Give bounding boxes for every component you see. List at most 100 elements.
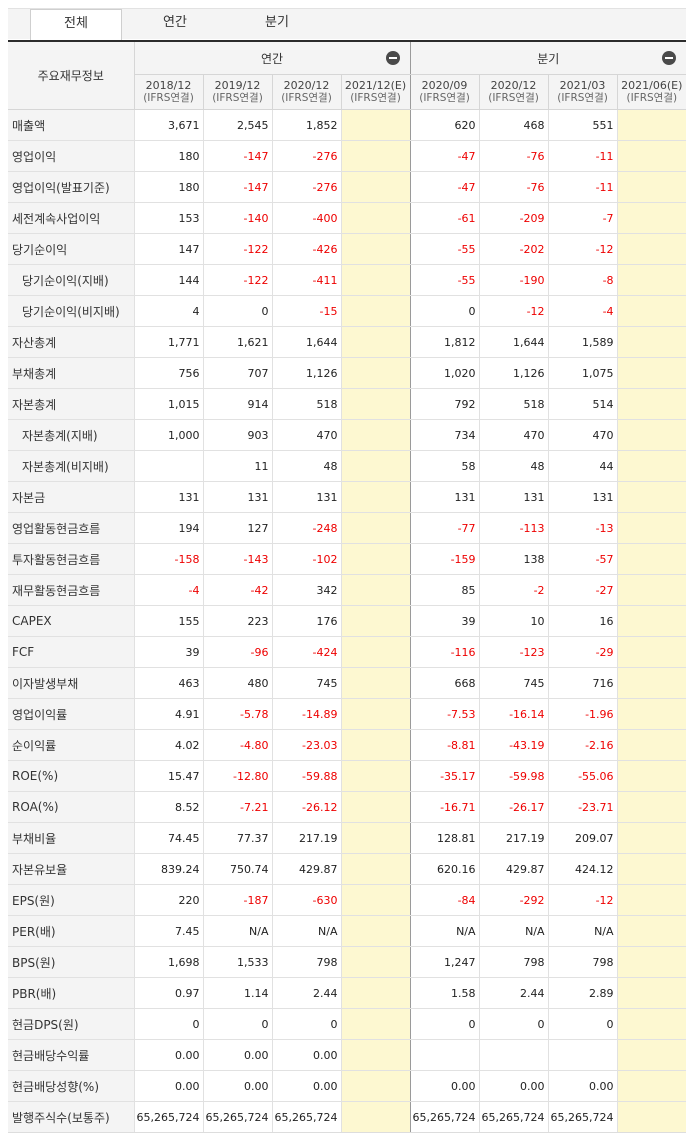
tab-quarterly[interactable]: 분기 bbox=[265, 15, 289, 30]
table-cell: -16.71 bbox=[409, 791, 480, 823]
row-label[interactable]: 부채총계 bbox=[8, 357, 134, 389]
table-cell: 4 bbox=[133, 295, 203, 327]
row-label[interactable]: 영업활동현금흐름 bbox=[8, 512, 134, 544]
row-label[interactable]: 발행주식수(보통주) bbox=[8, 1101, 134, 1133]
row-label[interactable]: 현금배당성향(%) bbox=[8, 1070, 134, 1102]
row-label[interactable]: FCF bbox=[8, 636, 134, 668]
table-cell: 468 bbox=[478, 109, 549, 141]
table-cell: -159 bbox=[409, 543, 480, 575]
row-label[interactable]: 자본유보율 bbox=[8, 853, 134, 885]
row-label[interactable]: 자산총계 bbox=[8, 326, 134, 358]
row-label[interactable]: 영업이익률 bbox=[8, 698, 134, 730]
table-cell: 2.44 bbox=[478, 977, 549, 1009]
table-cell: 0 bbox=[271, 1008, 341, 1040]
table-cell bbox=[340, 388, 411, 420]
tab-all[interactable]: 전체 bbox=[30, 9, 122, 40]
table-cell bbox=[133, 450, 203, 482]
row-label[interactable]: 당기순이익 bbox=[8, 233, 134, 265]
table-cell bbox=[340, 171, 411, 203]
row-label[interactable]: EPS(원) bbox=[8, 884, 134, 916]
table-cell: -15 bbox=[271, 295, 341, 327]
table-cell: -7 bbox=[547, 202, 618, 234]
table-cell: -4 bbox=[547, 295, 618, 327]
row-label[interactable]: 영업이익 bbox=[8, 140, 134, 172]
row-label[interactable]: 당기순이익(비지배) bbox=[8, 295, 134, 327]
row-label[interactable]: 투자활동현금흐름 bbox=[8, 543, 134, 575]
quarterly-group-label: 분기 bbox=[537, 51, 560, 66]
table-cell: -1.96 bbox=[547, 698, 618, 730]
table-cell: 48 bbox=[271, 450, 341, 482]
table-row: 발행주식수(보통주) 65,265,724 65,265,724 65,265,724… bbox=[8, 1101, 687, 1133]
collapse-quarterly-icon[interactable] bbox=[662, 51, 677, 65]
row-label[interactable]: 당기순이익(지배) bbox=[8, 264, 134, 296]
table-cell: 0 bbox=[547, 1008, 618, 1040]
table-cell bbox=[616, 946, 687, 978]
table-row: 영업활동현금흐름 194 127 -248 -77 -113 -13 bbox=[8, 512, 687, 544]
row-label[interactable]: BPS(원) bbox=[8, 946, 134, 978]
table-cell: -12.80 bbox=[202, 760, 272, 792]
table-cell bbox=[616, 1008, 687, 1040]
table-cell: 0 bbox=[202, 295, 272, 327]
row-label[interactable]: 자본총계 bbox=[8, 388, 134, 420]
table-cell: -76 bbox=[478, 171, 549, 203]
table-cell: -4.80 bbox=[202, 729, 272, 761]
table-cell: 745 bbox=[478, 667, 549, 699]
row-label[interactable]: 현금배당수익률 bbox=[8, 1039, 134, 1071]
table-row: 당기순이익 147 -122 -426 -55 -202 -12 bbox=[8, 233, 687, 265]
table-cell: 1.58 bbox=[409, 977, 480, 1009]
table-cell: -2.16 bbox=[547, 729, 618, 761]
table-cell bbox=[616, 419, 687, 451]
table-cell: 131 bbox=[478, 481, 549, 513]
table-cell bbox=[616, 605, 687, 637]
row-label[interactable]: 자본총계(지배) bbox=[8, 419, 134, 451]
table-cell: -147 bbox=[202, 140, 272, 172]
table-row: PBR(배) 0.97 1.14 2.44 1.58 2.44 2.89 bbox=[8, 977, 687, 1009]
table-cell: 798 bbox=[271, 946, 341, 978]
table-cell bbox=[547, 1039, 618, 1071]
table-cell bbox=[478, 1039, 549, 1071]
table-cell: 223 bbox=[202, 605, 272, 637]
collapse-annual-icon[interactable] bbox=[385, 51, 400, 65]
row-label[interactable]: 부채비율 bbox=[8, 822, 134, 854]
table-cell bbox=[340, 202, 411, 234]
table-row: 자본유보율 839.24 750.74 429.87 620.16 429.87 424.1… bbox=[8, 853, 687, 885]
table-cell: 914 bbox=[202, 388, 272, 420]
row-label[interactable]: 자본총계(비지배) bbox=[8, 450, 134, 482]
row-label[interactable]: PER(배) bbox=[8, 915, 134, 947]
table-cell: -76 bbox=[478, 140, 549, 172]
table-cell: 0 bbox=[202, 1008, 272, 1040]
row-label[interactable]: 영업이익(발표기준) bbox=[8, 171, 134, 203]
row-label[interactable]: ROA(%) bbox=[8, 791, 134, 823]
row-label[interactable]: 자본금 bbox=[8, 481, 134, 513]
table-cell bbox=[616, 574, 687, 606]
table-cell: 131 bbox=[409, 481, 480, 513]
table-cell: -140 bbox=[202, 202, 272, 234]
table-row: 당기순이익(비지배) 4 0 -15 0 -12 -4 bbox=[8, 295, 687, 327]
row-label[interactable]: ROE(%) bbox=[8, 760, 134, 792]
table-cell bbox=[616, 667, 687, 699]
row-label[interactable]: 현금DPS(원) bbox=[8, 1008, 134, 1040]
row-label[interactable]: 재무활동현금흐름 bbox=[8, 574, 134, 606]
row-label[interactable]: 이자발생부채 bbox=[8, 667, 134, 699]
table-cell: -29 bbox=[547, 636, 618, 668]
table-cell: 4.02 bbox=[133, 729, 203, 761]
table-cell: 1,126 bbox=[478, 357, 549, 389]
row-label[interactable]: 세전계속사업이익 bbox=[8, 202, 134, 234]
table-cell: N/A bbox=[202, 915, 272, 947]
table-cell: -116 bbox=[409, 636, 480, 668]
row-label[interactable]: CAPEX bbox=[8, 605, 134, 637]
tab-annual[interactable]: 연간 bbox=[163, 15, 187, 30]
table-cell bbox=[616, 264, 687, 296]
row-label[interactable]: 순이익률 bbox=[8, 729, 134, 761]
table-cell: 798 bbox=[478, 946, 549, 978]
table-cell: -12 bbox=[478, 295, 549, 327]
row-label[interactable]: PBR(배) bbox=[8, 977, 134, 1009]
table-cell: 1,644 bbox=[271, 326, 341, 358]
table-cell: -426 bbox=[271, 233, 341, 265]
table-cell: 77.37 bbox=[202, 822, 272, 854]
table-cell: 470 bbox=[271, 419, 341, 451]
period-basis: (IFRS연결) bbox=[557, 92, 608, 104]
row-label[interactable]: 매출액 bbox=[8, 109, 134, 141]
table-cell: 0.97 bbox=[133, 977, 203, 1009]
table-cell bbox=[340, 760, 411, 792]
